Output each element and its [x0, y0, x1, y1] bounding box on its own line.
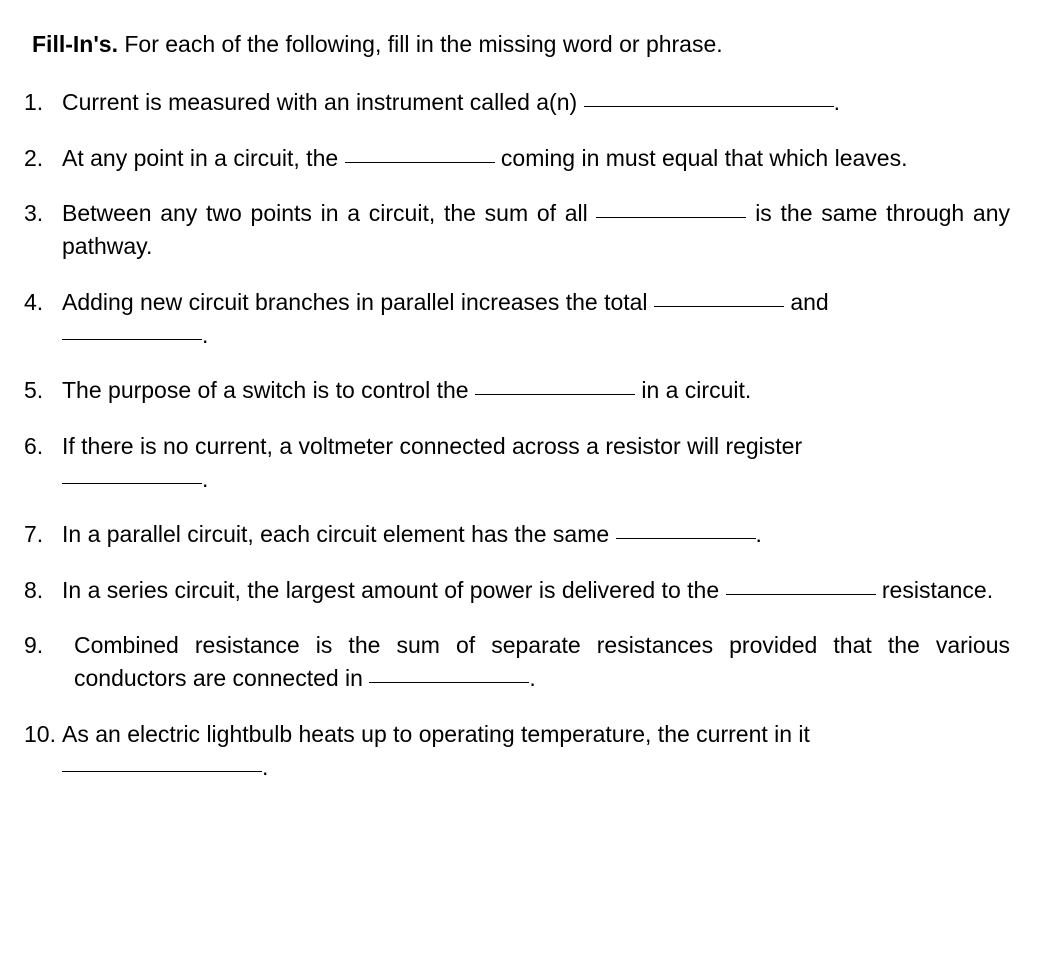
q5-text1: The purpose of a switch is to control th…	[62, 377, 475, 403]
q10-text1: As an electric lightbulb heats up to ope…	[62, 721, 810, 747]
heading-instruction: For each of the following, fill in the m…	[118, 31, 723, 57]
q3-text1: Between any two points in a circuit, the…	[62, 200, 596, 226]
q3-blank[interactable]	[596, 217, 746, 218]
q9-blank[interactable]	[369, 682, 529, 683]
question-8: In a series circuit, the largest amount …	[24, 574, 1010, 607]
question-9: Combined resistance is the sum of separa…	[24, 629, 1010, 696]
q4-text2: and	[784, 289, 829, 315]
q5-blank[interactable]	[475, 394, 635, 395]
q6-text1: If there is no current, a voltmeter conn…	[62, 433, 802, 459]
heading-title: Fill-In's.	[32, 31, 118, 57]
q2-text1: At any point in a circuit, the	[62, 145, 345, 171]
q9-text1: Combined resistance is the sum of separa…	[74, 632, 1010, 691]
question-3: Between any two points in a circuit, the…	[24, 197, 1010, 264]
question-list: Current is measured with an instrument c…	[24, 86, 1010, 784]
q5-text2: in a circuit.	[635, 377, 751, 403]
q1-after: .	[834, 89, 840, 115]
q8-blank[interactable]	[726, 594, 876, 595]
question-10: As an electric lightbulb heats up to ope…	[24, 718, 1010, 785]
question-4: Adding new circuit branches in parallel …	[24, 286, 1010, 353]
question-6: If there is no current, a voltmeter conn…	[24, 430, 1010, 497]
q10-after: .	[262, 754, 268, 780]
question-2: At any point in a circuit, the coming in…	[24, 142, 1010, 175]
q4-after: .	[202, 322, 208, 348]
q2-text2: coming in must equal that which leaves.	[495, 145, 908, 171]
q7-after: .	[756, 521, 762, 547]
q10-blank[interactable]	[62, 771, 262, 772]
worksheet-heading: Fill-In's. For each of the following, fi…	[32, 28, 1010, 60]
q6-blank[interactable]	[62, 483, 202, 484]
question-7: In a parallel circuit, each circuit elem…	[24, 518, 1010, 551]
question-5: The purpose of a switch is to control th…	[24, 374, 1010, 407]
q8-text1: In a series circuit, the largest amount …	[62, 577, 726, 603]
q1-blank[interactable]	[584, 106, 834, 107]
q2-blank[interactable]	[345, 162, 495, 163]
q8-text2: resistance.	[876, 577, 994, 603]
q4-blank2[interactable]	[62, 339, 202, 340]
q7-text1: In a parallel circuit, each circuit elem…	[62, 521, 616, 547]
q9-after: .	[529, 665, 535, 691]
q7-blank[interactable]	[616, 538, 756, 539]
q6-after: .	[202, 466, 208, 492]
q4-text1: Adding new circuit branches in parallel …	[62, 289, 654, 315]
question-1: Current is measured with an instrument c…	[24, 86, 1010, 119]
q1-text: Current is measured with an instrument c…	[62, 89, 584, 115]
q4-blank1[interactable]	[654, 306, 784, 307]
